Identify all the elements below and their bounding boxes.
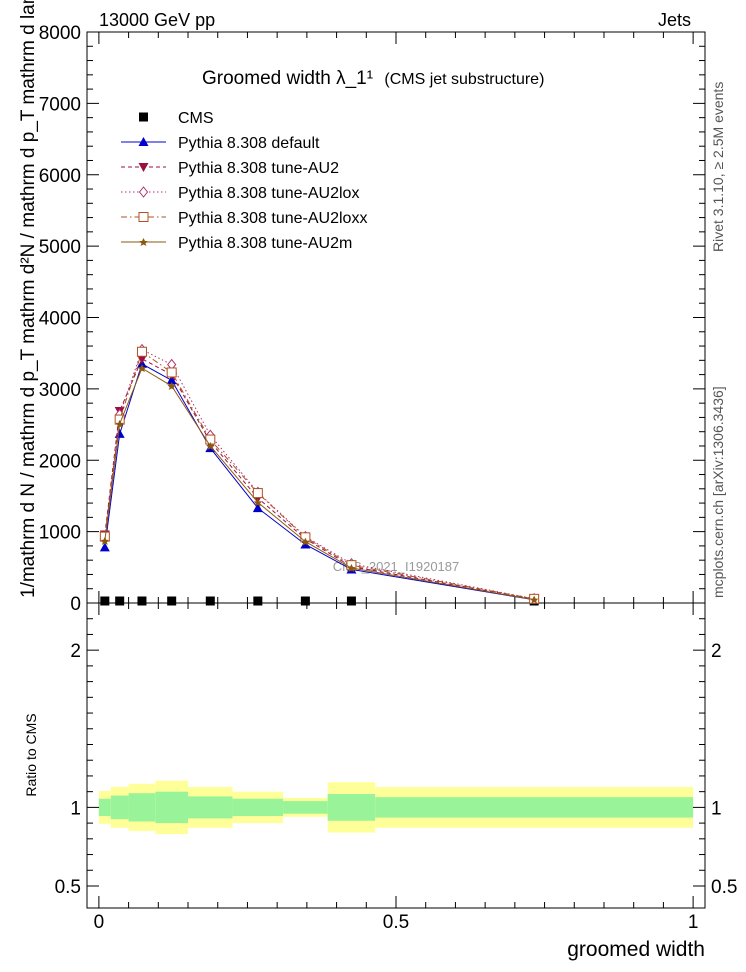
mcplots-label: mcplots.cern.ch [arXiv:1306.3436] [710, 386, 726, 598]
series-cms [100, 596, 539, 606]
data-point [206, 441, 215, 450]
jets-label: Jets [658, 10, 691, 30]
data-point [137, 596, 147, 606]
legend-marker [138, 163, 149, 172]
y-tick-label: 7000 [39, 94, 81, 115]
y-tick-label: 1000 [39, 523, 81, 544]
ratio-y-tick-label-right: 0.5 [711, 877, 737, 898]
data-point [136, 346, 147, 357]
ratio-stat-band [327, 794, 376, 821]
data-point [300, 596, 310, 606]
data-point [205, 596, 215, 606]
ratio-stat-band [283, 801, 328, 814]
series-pythia-8-308-tune-au2 [99, 354, 540, 605]
ratio-stat-band [128, 793, 156, 822]
y-tick-label: 2000 [39, 451, 81, 472]
x-tick-label: 0.5 [383, 912, 409, 933]
ratio-stat-band [232, 798, 284, 817]
series-layer [99, 343, 540, 606]
y-tick-label: 5000 [39, 237, 81, 258]
data-point [99, 542, 110, 552]
series-line [104, 358, 535, 600]
data-point [167, 382, 176, 391]
legend-marker [138, 186, 149, 198]
legend-marker [138, 212, 149, 222]
ratio-y-tick-label: 2 [70, 641, 81, 662]
series-pythia-8-308-tune-au2loxx [99, 346, 540, 604]
data-point [166, 367, 177, 378]
data-point [252, 488, 263, 499]
data-point [166, 375, 177, 385]
plot-title-main: Groomed width λ_1¹ [202, 68, 373, 89]
ratio-plot-frame [86, 602, 706, 909]
ratio-stat-band [188, 796, 233, 819]
ratio-y-axis-label: Ratio to CMS [23, 713, 39, 796]
ratio-bands [98, 780, 694, 835]
ratio-y-tick-label: 0.5 [55, 877, 81, 898]
data-point [253, 596, 263, 606]
legend-label: Pythia 8.308 tune-AU2lox [178, 185, 359, 202]
ratio-y-tick-label: 1 [70, 798, 81, 819]
series-pythia-8-308-default [99, 358, 540, 604]
data-point [253, 498, 262, 507]
main-y-axis-label: 1/mathrm d N / mathrm d p_T mathrm d²N /… [18, 0, 39, 598]
legend-item-pythia-8-308-tune-au2lox: Pythia 8.308 tune-AU2lox [121, 185, 359, 202]
legend-label: Pythia 8.308 default [178, 135, 320, 152]
data-point [100, 596, 110, 606]
main-axis-ticks: 0 1000 2000 3000 4000 5000 6000 7000 8000 0 0.5 1 [39, 23, 705, 933]
ratio-axis-ticks: 0.5 0.5 1 1 2 2 [55, 618, 737, 898]
series-line [104, 367, 535, 601]
data-point [530, 595, 539, 604]
plot-subtitle: (CMS jet substructure) [384, 71, 544, 88]
y-tick-label: 3000 [39, 380, 81, 401]
ratio-y-tick-label-right: 1 [711, 798, 722, 819]
data-point [167, 596, 177, 606]
ratio-stat-band [98, 798, 111, 817]
legend-label: Pythia 8.308 tune-AU2m [178, 235, 352, 252]
series-pythia-8-308-tune-au2m [100, 364, 539, 604]
legend-label: CMS [178, 110, 214, 127]
ratio-y-tick-label-right: 2 [711, 641, 722, 662]
legend-item-pythia-8-308-tune-au2loxx: Pythia 8.308 tune-AU2loxx [121, 210, 367, 227]
data-point [115, 419, 124, 428]
legend-item-pythia-8-308-tune-au2m: Pythia 8.308 tune-AU2m [121, 235, 352, 252]
y-tick-label: 6000 [39, 166, 81, 187]
legend-marker [139, 238, 148, 246]
ratio-stat-band [110, 795, 129, 820]
legend-marker [139, 112, 148, 122]
data-point [252, 503, 263, 513]
data-point [115, 596, 125, 606]
data-point [346, 596, 356, 606]
data-point [137, 364, 146, 373]
x-tick-label: 1 [688, 912, 699, 933]
ratio-stat-band [375, 797, 694, 818]
series-line [104, 363, 535, 601]
data-point [100, 536, 109, 545]
y-tick-label: 8000 [39, 23, 81, 44]
y-tick-label: 0 [70, 594, 81, 615]
rivet-label: Rivet 3.1.10, ≥ 2.5M events [710, 82, 726, 252]
data-point [301, 537, 310, 546]
x-tick-label: 0 [94, 912, 105, 933]
legend-item-cms: CMS [139, 110, 214, 127]
legend-label: Pythia 8.308 tune-AU2loxx [178, 210, 367, 227]
data-point [136, 354, 147, 364]
x-axis-label: groomed width [567, 938, 705, 961]
plot-title: Groomed width λ_1¹ (CMS jet substructure… [202, 68, 544, 89]
legend-item-pythia-8-308-default: Pythia 8.308 default [121, 135, 320, 152]
legend: CMS Pythia 8.308 default Pythia 8.308 tune… [121, 110, 367, 252]
series-line [104, 348, 535, 600]
data-point [347, 564, 356, 573]
energy-label: 13000 GeV pp [99, 10, 215, 30]
legend-marker [138, 137, 149, 146]
legend-item-pythia-8-308-tune-au2: Pythia 8.308 tune-AU2 [121, 160, 339, 177]
ratio-stat-band [155, 791, 189, 824]
legend-label: Pythia 8.308 tune-AU2 [178, 160, 339, 177]
y-tick-label: 4000 [39, 309, 81, 330]
series-pythia-8-308-tune-au2lox [100, 343, 539, 605]
